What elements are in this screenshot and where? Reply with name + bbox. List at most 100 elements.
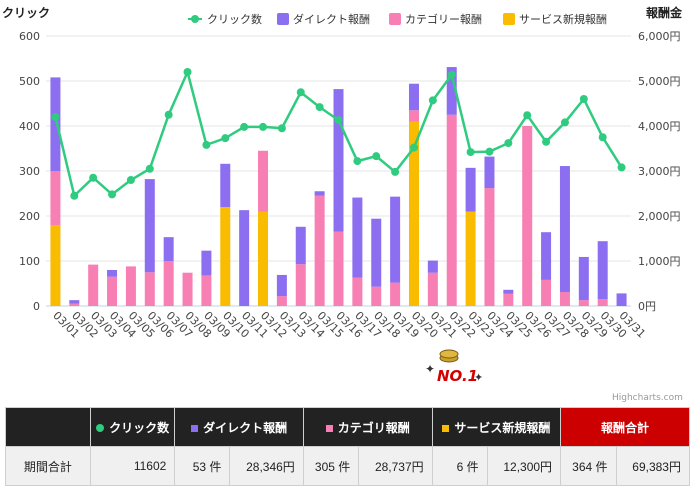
clicks-point[interactable]	[542, 137, 551, 146]
bar-segment[interactable]	[578, 300, 589, 306]
bar-segment[interactable]	[352, 197, 363, 278]
bar-segment[interactable]	[144, 179, 155, 273]
bar-segment[interactable]	[182, 272, 193, 306]
credits-link[interactable]: Highcharts.com	[612, 393, 683, 403]
bar-segment[interactable]	[352, 277, 363, 306]
clicks-point[interactable]	[504, 139, 513, 148]
bar-segment[interactable]	[201, 275, 212, 306]
bar-segment[interactable]	[541, 232, 552, 280]
bar-segment[interactable]	[597, 299, 608, 306]
clicks-point[interactable]	[409, 143, 418, 152]
clicks-point[interactable]	[523, 111, 532, 120]
clicks-point[interactable]	[51, 113, 60, 121]
bar-segment[interactable]	[220, 163, 231, 207]
bar-segment[interactable]	[597, 241, 608, 300]
clicks-point[interactable]	[353, 157, 362, 166]
clicks-point[interactable]	[617, 163, 626, 172]
bar-segment[interactable]	[163, 237, 174, 261]
bar-segment[interactable]	[201, 250, 212, 276]
legend-item-service[interactable]: サービス新規報酬	[503, 12, 607, 26]
bar-segment[interactable]	[107, 270, 118, 277]
bar-segment[interactable]	[503, 293, 514, 306]
clicks-point[interactable]	[145, 164, 154, 173]
clicks-point[interactable]	[579, 95, 588, 103]
bar-segment[interactable]	[333, 89, 344, 232]
bar-segment[interactable]	[390, 282, 401, 306]
bar-segment[interactable]	[333, 231, 344, 306]
bar-segment[interactable]	[408, 121, 419, 307]
bar-segment[interactable]	[314, 191, 325, 196]
bar-segment[interactable]	[258, 211, 269, 307]
bar-segment[interactable]	[220, 207, 231, 306]
clicks-point[interactable]	[447, 70, 456, 79]
clicks-point[interactable]	[240, 122, 249, 131]
bar-segment[interactable]	[427, 260, 438, 273]
clicks-point[interactable]	[126, 176, 135, 184]
bar-segment[interactable]	[239, 210, 250, 306]
left-tick-label: 400	[19, 120, 40, 133]
bar-segment[interactable]	[446, 114, 457, 306]
clicks-point[interactable]	[334, 116, 343, 125]
bar-segment[interactable]	[503, 289, 514, 294]
clicks-point[interactable]	[296, 88, 305, 97]
right-tick-label: 2,000円	[638, 210, 681, 223]
bar-segment[interactable]	[69, 300, 80, 304]
bar-segment[interactable]	[314, 195, 325, 306]
clicks-point[interactable]	[183, 68, 192, 76]
clicks-point[interactable]	[466, 148, 475, 157]
clicks-point[interactable]	[89, 173, 98, 182]
bar-segment[interactable]	[408, 83, 419, 111]
bar-segment[interactable]	[144, 272, 155, 306]
left-tick-label: 200	[19, 210, 40, 223]
bar-segment[interactable]	[88, 264, 99, 306]
clicks-point[interactable]	[598, 133, 607, 142]
clicks-point[interactable]	[560, 118, 569, 127]
bar-segment[interactable]	[295, 226, 306, 265]
bar-segment[interactable]	[50, 171, 61, 225]
bar-segment[interactable]	[276, 296, 287, 306]
clicks-point[interactable]	[259, 122, 268, 131]
bar-segment[interactable]	[50, 225, 61, 306]
clicks-total: 11602	[89, 446, 176, 486]
bar-segment[interactable]	[276, 274, 287, 297]
clicks-point[interactable]	[485, 147, 494, 156]
bar-segment[interactable]	[390, 196, 401, 283]
bar-segment[interactable]	[578, 256, 589, 301]
bar-segment[interactable]	[408, 110, 419, 122]
bar-segment[interactable]	[465, 211, 476, 307]
bar-segment[interactable]	[295, 264, 306, 306]
clicks-point[interactable]	[391, 167, 400, 176]
bar-segment[interactable]	[484, 156, 495, 189]
clicks-point[interactable]	[315, 103, 324, 112]
bar-segment[interactable]	[559, 166, 570, 293]
bar-segment[interactable]	[465, 167, 476, 212]
bar-segment[interactable]	[125, 266, 136, 306]
service-count: 6 件	[431, 446, 488, 486]
bar-segment[interactable]	[484, 188, 495, 306]
category-square-icon	[325, 424, 333, 432]
bar-segment[interactable]	[616, 293, 627, 306]
legend-item-direct[interactable]: ダイレクト報酬	[277, 12, 370, 26]
bar-segment[interactable]	[258, 150, 269, 212]
clicks-point[interactable]	[70, 191, 79, 200]
legend-item-category[interactable]: カテゴリー報酬	[389, 12, 482, 26]
bar-segment[interactable]	[541, 279, 552, 306]
bar-segment[interactable]	[371, 218, 382, 287]
clicks-point[interactable]	[221, 134, 230, 143]
clicks-point[interactable]	[372, 152, 381, 161]
clicks-point[interactable]	[428, 96, 437, 105]
bar-segment[interactable]	[69, 303, 80, 306]
bar-segment[interactable]	[522, 126, 533, 306]
bar-segment[interactable]	[446, 67, 457, 115]
bar-segment[interactable]	[427, 272, 438, 306]
clicks-point[interactable]	[202, 140, 211, 149]
bar-segment[interactable]	[163, 261, 174, 306]
bar-segment[interactable]	[50, 77, 61, 171]
bar-segment[interactable]	[107, 276, 118, 306]
clicks-point[interactable]	[108, 190, 117, 199]
bar-segment[interactable]	[371, 286, 382, 306]
clicks-point[interactable]	[164, 110, 173, 119]
legend-item-clicks[interactable]: クリック数	[188, 13, 262, 26]
bar-segment[interactable]	[559, 292, 570, 306]
clicks-point[interactable]	[277, 124, 286, 133]
